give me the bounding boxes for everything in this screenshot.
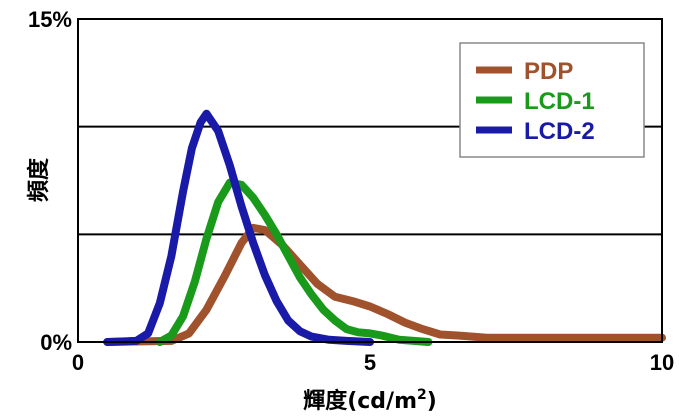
series-lines bbox=[103, 109, 666, 346]
y-tick-label-1: 15% bbox=[28, 7, 72, 32]
x-tick-label-2: 10 bbox=[650, 350, 674, 375]
x-axis-label-suffix: ) bbox=[427, 389, 437, 414]
x-tick-labels: 0 5 10 bbox=[72, 350, 674, 375]
x-axis-label-main: 輝度(cd/m bbox=[303, 388, 417, 414]
x-tick-label-1: 5 bbox=[364, 350, 376, 375]
x-tick-label-0: 0 bbox=[72, 350, 84, 375]
series-line-lcd-1 bbox=[155, 178, 433, 346]
series-line-pdp bbox=[103, 223, 666, 346]
x-axis-label: 輝度(cd/m2) bbox=[303, 387, 437, 414]
plot-frame bbox=[77, 18, 663, 343]
legend-label-lcd-2: LCD-2 bbox=[524, 118, 595, 145]
x-axis-label-superscript: 2 bbox=[417, 387, 427, 403]
legend-label-lcd-1: LCD-1 bbox=[524, 88, 595, 115]
legend-label-pdp: PDP bbox=[524, 58, 573, 85]
legend: PDP LCD-1 LCD-2 bbox=[459, 42, 645, 158]
y-tick-label-0: 0% bbox=[40, 330, 72, 355]
y-axis-label: 頻度 bbox=[26, 157, 52, 202]
y-tick-labels: 0% 15% bbox=[28, 7, 72, 355]
series-line-lcd-2 bbox=[103, 109, 374, 346]
